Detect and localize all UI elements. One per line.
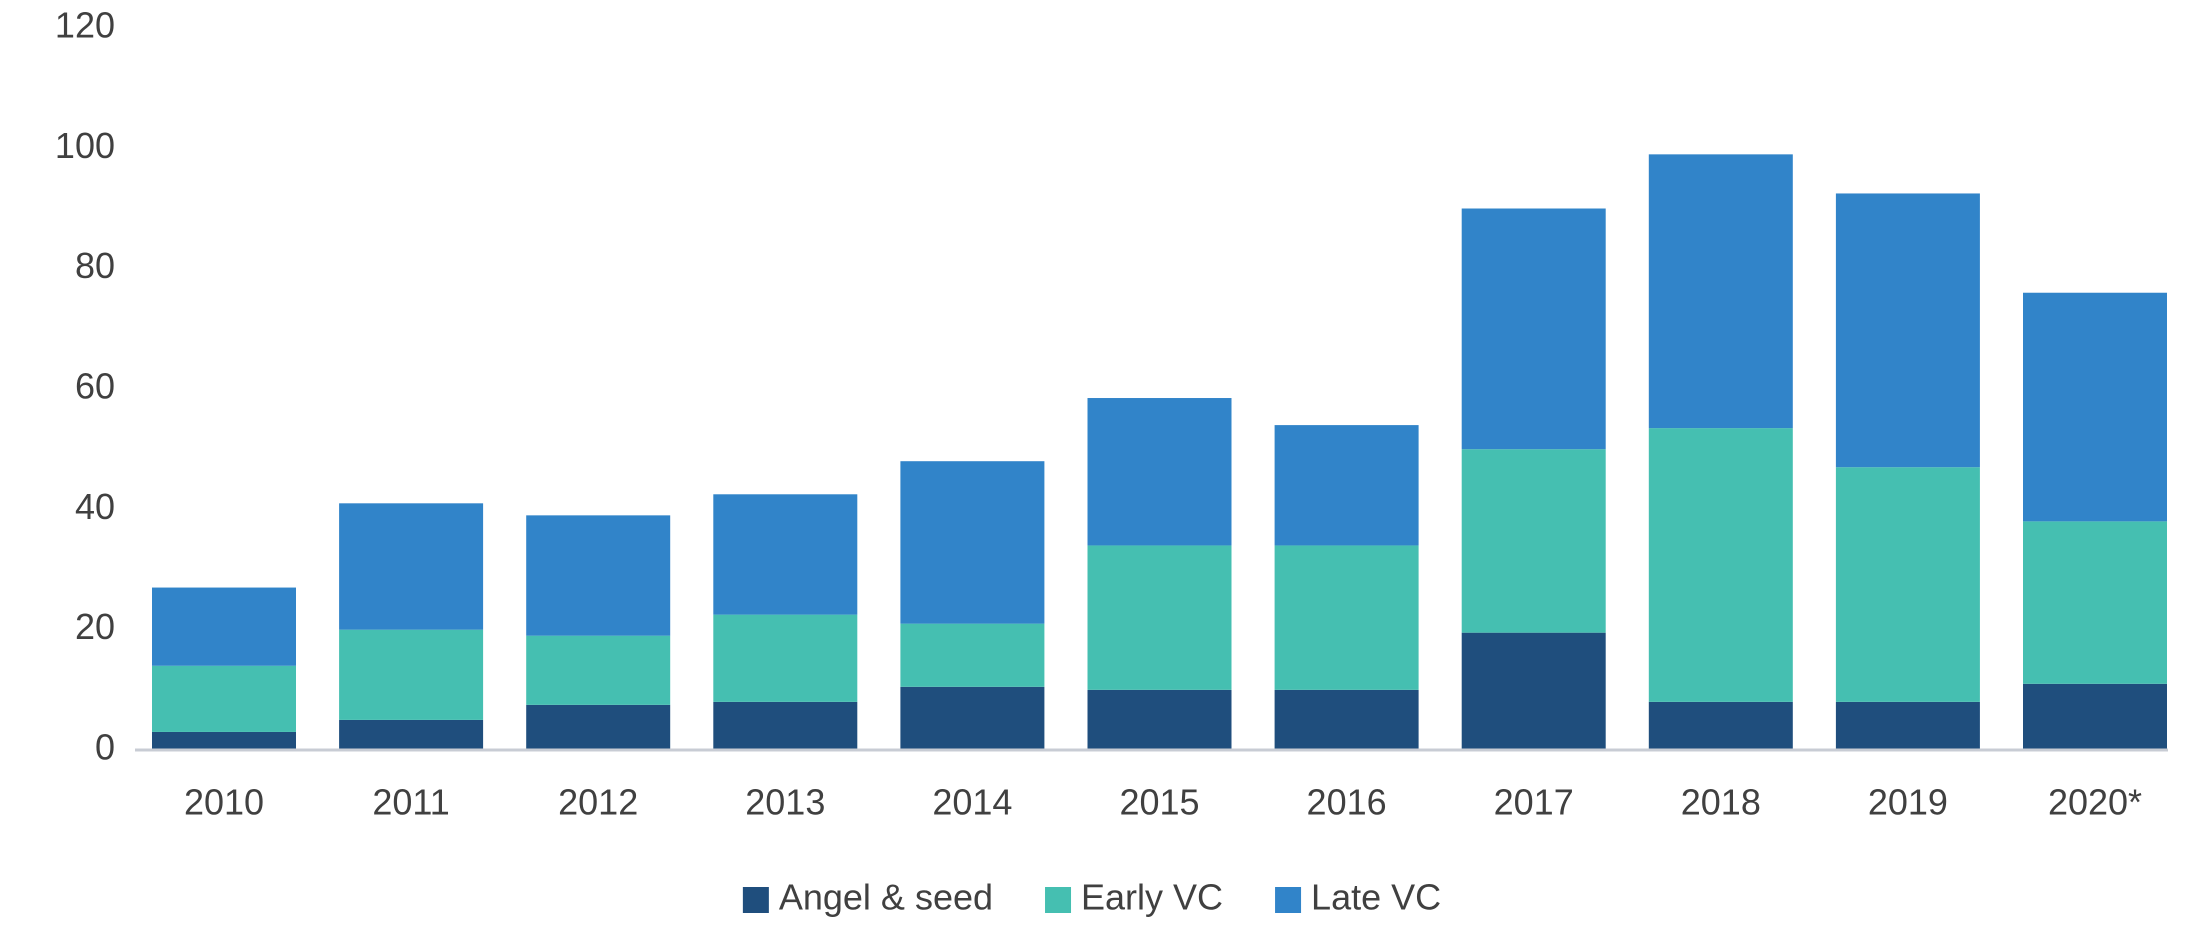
bar-segment	[152, 665, 296, 732]
bar-segment	[1274, 545, 1419, 690]
bar-segment	[713, 701, 858, 750]
bar-segment	[526, 515, 671, 636]
y-tick-label: 100	[55, 125, 115, 166]
bar-segment	[1274, 425, 1419, 546]
legend-label: Early VC	[1081, 877, 1223, 918]
bar-segment	[1835, 193, 1980, 468]
bar-segment	[1461, 632, 1606, 750]
y-tick-label: 80	[75, 245, 115, 286]
x-tick-label: 2010	[184, 782, 264, 823]
bar-segment	[1274, 689, 1419, 750]
bar-segment	[1648, 428, 1793, 702]
legend-label: Angel & seed	[779, 877, 993, 918]
bar-segment	[2023, 292, 2167, 522]
bar-segment	[1648, 154, 1793, 429]
x-tick-label: 2017	[1494, 782, 1574, 823]
bar-segment	[1461, 208, 1606, 450]
bar-segment	[1087, 545, 1232, 690]
y-tick-label: 120	[55, 5, 115, 46]
bar-segment	[152, 587, 296, 666]
bar-segment	[1835, 467, 1980, 702]
bar-segment	[900, 623, 1045, 687]
x-tick-label: 2011	[372, 782, 449, 823]
bar-segment	[1648, 701, 1793, 750]
x-tick-label: 2019	[1868, 782, 1948, 823]
bar-segment	[526, 704, 671, 750]
bar-segment	[339, 719, 484, 750]
legend-swatch	[1275, 887, 1302, 913]
bar-segment	[2023, 521, 2167, 684]
bar-segment	[152, 731, 296, 750]
x-tick-label: 2014	[932, 782, 1012, 823]
bar-segment	[339, 629, 484, 720]
bar-segment	[1835, 701, 1980, 750]
x-tick-label: 2020*	[2048, 782, 2142, 823]
x-tick-label: 2015	[1119, 782, 1199, 823]
y-tick-label: 0	[95, 727, 115, 768]
bar-segment	[1087, 398, 1232, 546]
legend-label: Late VC	[1311, 877, 1441, 918]
y-tick-label: 60	[75, 366, 115, 407]
x-tick-label: 2016	[1307, 782, 1387, 823]
x-tick-label: 2012	[558, 782, 638, 823]
bar-segment	[713, 494, 858, 615]
bar-segment	[1461, 449, 1606, 633]
bar-segment	[1087, 689, 1232, 750]
legend-swatch	[1045, 887, 1072, 913]
bar-segment	[526, 635, 671, 705]
bar-segment	[339, 503, 484, 630]
y-tick-label: 20	[75, 606, 115, 647]
x-tick-label: 2018	[1681, 782, 1761, 823]
bar-segment	[900, 461, 1045, 624]
bar-segment	[900, 686, 1045, 750]
x-tick-label: 2013	[745, 782, 825, 823]
bar-segment	[2023, 683, 2167, 750]
legend-swatch	[742, 887, 769, 913]
bar-segment	[713, 614, 858, 702]
y-tick-label: 40	[75, 486, 115, 527]
